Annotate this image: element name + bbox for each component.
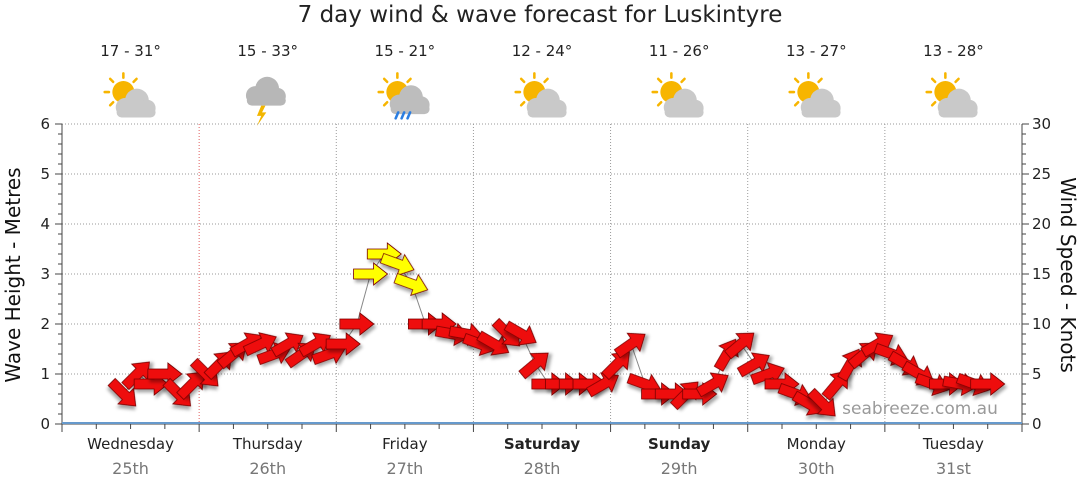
wind-arrow [242,332,277,357]
day-date: 25th [112,459,149,478]
sun-cloud-icon [651,72,704,118]
wind-arrow-shape [518,352,549,380]
day-date: 28th [524,459,561,478]
day-name: Sunday [648,435,711,453]
right-tick-label: 5 [1032,365,1042,383]
day-date: 30th [798,459,835,478]
wind-arrow [339,312,375,336]
wind-arrow-shape [970,372,1006,396]
axis-ticks: 0 1 2 3 4 5 6 0 5 10 15 20 25 30 [40,115,1051,433]
day-name: Wednesday [87,435,174,453]
day-date: 26th [249,459,286,478]
wind-arrow-shape [379,252,415,276]
day-name: Saturday [504,435,581,453]
wind-arrow-shape [476,330,510,356]
wind-arrow [503,320,537,346]
sun-cloud-icon [925,72,979,118]
wind-arrow [970,372,1006,396]
temperature-range: 17 - 31° [100,42,161,60]
wind-arrow-shape [503,320,537,346]
wind-arrow [736,352,770,378]
left-tick-label: 2 [40,315,50,333]
left-axis-label: Wave Height - Metres [1,167,25,382]
left-tick-label: 4 [40,215,50,233]
right-tick-label: 30 [1032,115,1051,133]
wind-arrow-shape [613,332,646,359]
watermark: seabreeze.com.au [842,399,998,419]
left-tick-label: 0 [40,415,50,433]
temperature-range: 13 - 28° [923,42,984,60]
wind-arrow-shape [242,332,277,357]
sun-cloud-icon [788,72,841,118]
day-labels: Wednesday 25th Thursday 26th Friday 27th Satur… [87,435,984,478]
sun-rain-cloud-icon [377,72,430,120]
right-tick-label: 20 [1032,215,1051,233]
left-tick-label: 3 [40,265,50,283]
wind-arrow-shape [695,372,729,398]
wind-arrow [695,372,729,398]
wind-arrow-shape [339,312,375,336]
temperature-range: 15 - 21° [374,42,436,60]
left-tick-label: 5 [40,165,50,183]
temperature-range: 13 - 27° [785,42,847,60]
wind-arrow [613,332,646,359]
day-date: 27th [386,459,423,478]
day-name: Tuesday [922,435,984,453]
chart-title: 7 day wind & wave forecast for Luskintyr… [297,2,783,28]
temperature-range: 15 - 33° [237,42,299,60]
storm-cloud-icon [245,76,286,126]
wind-arrow [353,262,389,286]
temperature-range: 11 - 26° [648,42,710,60]
day-date: 29th [661,459,698,478]
right-tick-label: 10 [1032,315,1051,333]
wind-arrow [476,330,510,356]
wind-arrow-shape [325,332,361,356]
right-axis-label: Wind Speed - Knots [1056,177,1080,373]
wind-arrow-shape [807,387,836,417]
sun-cloud-icon [514,72,567,118]
wind-arrow-series [107,242,1006,417]
sun-cloud-icon [102,72,156,118]
right-tick-label: 0 [1032,415,1042,433]
day-name: Monday [787,435,846,453]
wind-arrow [518,352,549,380]
wind-arrow-shape [724,332,755,360]
wind-arrow-shape [601,351,630,381]
wind-arrow [379,252,415,276]
left-tick-label: 6 [40,115,50,133]
temperature-range: 12 - 24° [511,42,573,60]
wind-arrow-shape [353,262,389,286]
wind-arrow [585,372,619,398]
right-tick-label: 25 [1032,165,1051,183]
wind-arrow-shape [585,372,619,398]
day-name: Thursday [232,435,303,453]
right-tick-label: 15 [1032,265,1051,283]
wind-arrow-shape [107,377,137,407]
day-date: 31st [936,459,971,478]
wind-arrow [147,362,183,386]
left-tick-label: 1 [40,365,50,383]
wind-arrow-shape [147,362,183,386]
wind-arrow [724,332,755,360]
wind-arrow-shape [393,272,429,296]
day-name: Friday [382,435,428,453]
wind-arrow [107,377,137,407]
wind-arrow [601,351,630,381]
wind-arrow-shape [736,352,770,378]
wind-arrow [807,387,836,417]
wind-arrow [393,272,429,296]
wind-arrow [325,332,361,356]
